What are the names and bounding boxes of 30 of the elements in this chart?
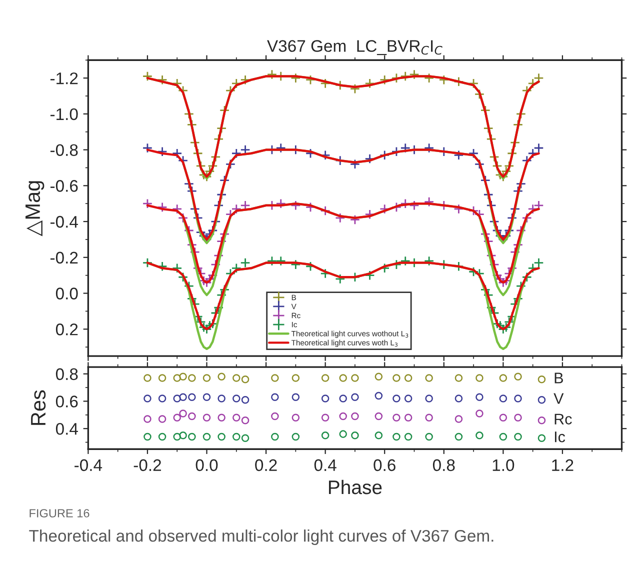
y-tick-label: -0.6 [50, 180, 78, 192]
x-tick-label: 1.0 [492, 459, 514, 472]
y-tick-label: -1.2 [50, 72, 78, 84]
y-axis-title: Res [31, 390, 46, 425]
x-tick-label: 0.0 [196, 459, 218, 472]
y-tick-label: -1.0 [50, 108, 78, 120]
x-tick-label: -0.4 [74, 459, 102, 472]
x-tick-label: 0.4 [314, 459, 336, 472]
y-tick-label: 0.8 [56, 368, 78, 380]
text: Theoretical and observed multi-color light curves of V367 Gem. [29, 530, 494, 546]
y-axis-title: △Mag [26, 181, 44, 236]
x-tick-label: -0.2 [134, 459, 161, 472]
series-label: B [554, 372, 563, 384]
chart-title: V367 Gem LC_BVR$_{C}$I$_{C}$ [267, 40, 442, 56]
series-label: Rc [554, 414, 572, 424]
caption: FIGURE 16 [30, 509, 90, 518]
y-tick-label: -0.8 [50, 144, 78, 156]
y-tick-label: 0.0 [56, 288, 78, 300]
y-tick-label: 0.2 [56, 324, 78, 336]
y-tick-label: -0.2 [50, 252, 78, 264]
y-tick-label: 0.4 [56, 422, 78, 435]
series-label: Ic [554, 432, 566, 442]
y-tick-label: -0.4 [50, 216, 78, 228]
x-tick-label: 0.8 [432, 459, 455, 472]
y-tick-label: 0.6 [56, 396, 78, 408]
x-tick-label: 0.6 [374, 459, 396, 472]
x-tick-label: 1.2 [552, 459, 574, 471]
x-tick-label: 0.2 [255, 459, 277, 472]
series-label: V [554, 393, 564, 404]
x-axis-title: Phase [328, 480, 382, 494]
